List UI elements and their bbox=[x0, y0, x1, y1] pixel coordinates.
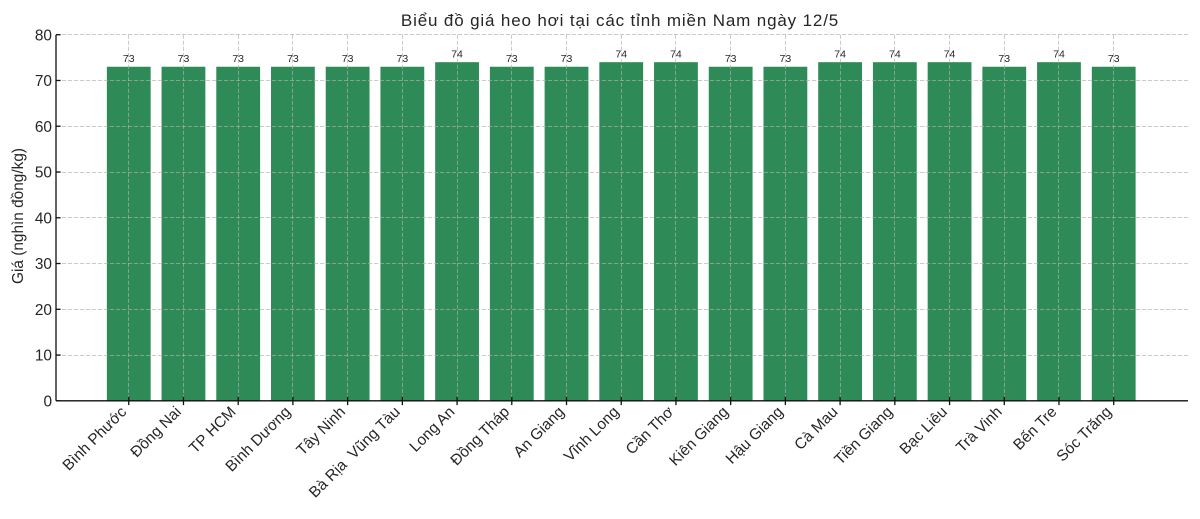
svg-text:73: 73 bbox=[342, 53, 354, 65]
svg-text:74: 74 bbox=[615, 48, 627, 60]
svg-text:Biểu đồ giá heo hơi tại các tỉ: Biểu đồ giá heo hơi tại các tỉnh miền Na… bbox=[401, 11, 839, 30]
svg-text:74: 74 bbox=[451, 48, 463, 60]
svg-text:73: 73 bbox=[232, 53, 244, 65]
svg-text:73: 73 bbox=[123, 53, 135, 65]
svg-text:73: 73 bbox=[178, 53, 190, 65]
svg-text:40: 40 bbox=[35, 210, 52, 227]
svg-text:10: 10 bbox=[35, 348, 52, 365]
svg-text:80: 80 bbox=[35, 27, 52, 44]
svg-text:74: 74 bbox=[889, 48, 901, 60]
svg-text:60: 60 bbox=[35, 119, 52, 136]
svg-text:73: 73 bbox=[780, 53, 792, 65]
svg-text:73: 73 bbox=[397, 53, 409, 65]
svg-text:Giá (nghìn đồng/kg): Giá (nghìn đồng/kg) bbox=[10, 148, 27, 284]
svg-text:73: 73 bbox=[1108, 53, 1120, 65]
svg-text:73: 73 bbox=[506, 53, 518, 65]
svg-text:73: 73 bbox=[287, 53, 299, 65]
svg-text:0: 0 bbox=[43, 393, 52, 410]
svg-text:73: 73 bbox=[561, 53, 573, 65]
svg-text:74: 74 bbox=[1053, 48, 1065, 60]
svg-text:30: 30 bbox=[35, 256, 52, 273]
svg-text:70: 70 bbox=[35, 73, 52, 90]
svg-text:20: 20 bbox=[35, 302, 52, 319]
svg-text:74: 74 bbox=[670, 48, 682, 60]
svg-text:73: 73 bbox=[998, 53, 1010, 65]
svg-text:74: 74 bbox=[834, 48, 846, 60]
svg-text:50: 50 bbox=[35, 165, 52, 182]
svg-text:73: 73 bbox=[725, 53, 737, 65]
svg-text:74: 74 bbox=[944, 48, 956, 60]
